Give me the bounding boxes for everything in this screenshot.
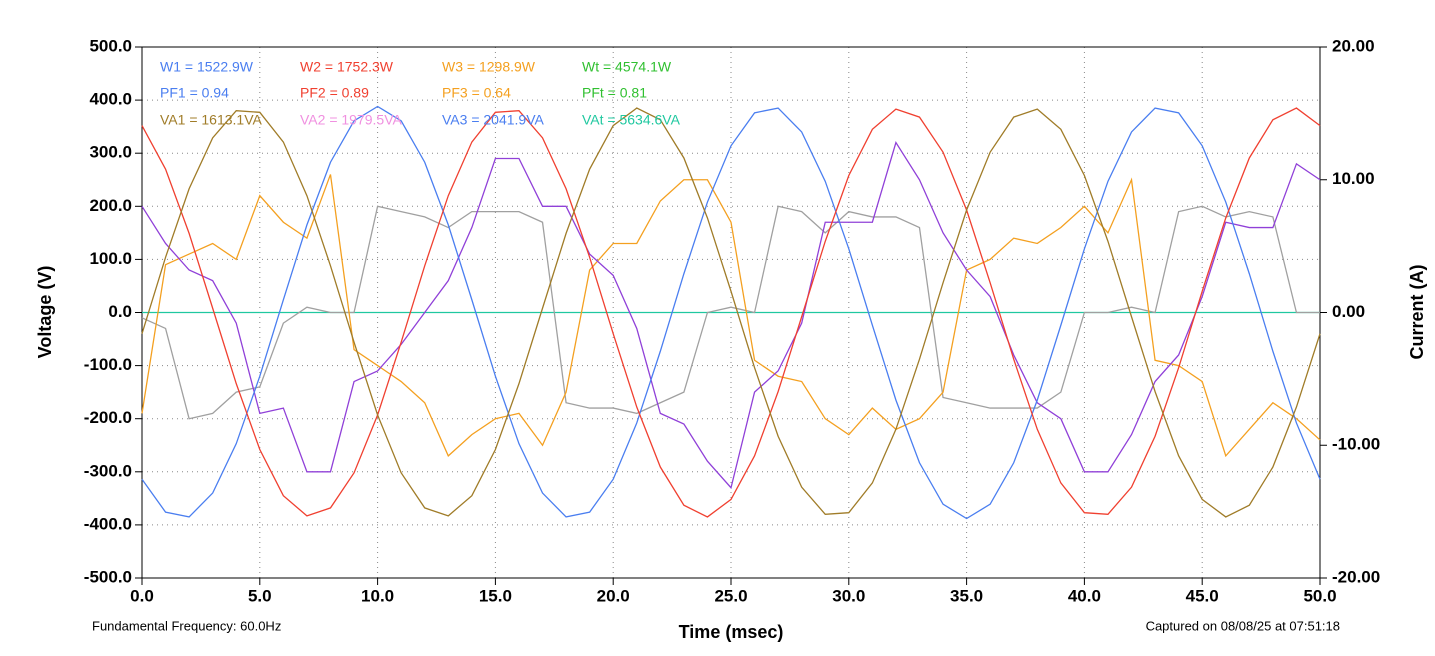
annotation: PF3 = 0.64 <box>442 85 511 101</box>
series-line <box>141 107 1321 518</box>
x-tick-label: 40.0 <box>1068 586 1101 605</box>
series-line <box>141 107 1321 518</box>
y-tick-label: 500.0 <box>89 36 132 55</box>
x-tick-label: 5.0 <box>248 586 272 605</box>
x-tick-label: 0.0 <box>130 586 154 605</box>
y2-axis-title: Current (A) <box>1407 265 1427 360</box>
x-tick-label: 50.0 <box>1303 586 1336 605</box>
footer-left: Fundamental Frequency: 60.0Hz <box>92 618 281 633</box>
series-line <box>141 174 1321 458</box>
y-tick-label: 0.0 <box>108 302 132 321</box>
annotation: VA3 = 2041.9VA <box>442 112 544 128</box>
x-tick-label: 15.0 <box>479 586 512 605</box>
annotation: VA1 = 1613.1VA <box>160 112 262 128</box>
y-tick-label: 200.0 <box>89 196 132 215</box>
annotation: PFt = 0.81 <box>582 85 647 101</box>
y-tick-label: -200.0 <box>84 408 132 427</box>
y-tick-label: -100.0 <box>84 355 132 374</box>
x-tick-label: 10.0 <box>361 586 394 605</box>
x-tick-label: 20.0 <box>597 586 630 605</box>
x-tick-label: 35.0 <box>950 586 983 605</box>
y2-tick-label: 0.00 <box>1332 302 1365 321</box>
y-tick-label: 300.0 <box>89 143 132 162</box>
y2-tick-label: -10.00 <box>1332 435 1380 454</box>
x-tick-label: 25.0 <box>714 586 747 605</box>
annotation: VAt = 5634.6VA <box>582 112 681 128</box>
annotation: Wt = 4574.1W <box>582 59 672 75</box>
y-axis-title: Voltage (V) <box>35 266 55 359</box>
y2-tick-label: -20.00 <box>1332 567 1380 586</box>
x-axis-title: Time (msec) <box>679 622 784 642</box>
x-tick-label: 30.0 <box>832 586 865 605</box>
y-tick-label: -300.0 <box>84 461 132 480</box>
series-line <box>141 141 1321 490</box>
y-tick-label: 400.0 <box>89 90 132 109</box>
annotation: PF2 = 0.89 <box>300 85 369 101</box>
y-tick-label: -400.0 <box>84 514 132 533</box>
annotation: W3 = 1298.9W <box>442 59 536 75</box>
x-tick-label: 45.0 <box>1186 586 1219 605</box>
series-line <box>141 205 1320 420</box>
y-tick-label: 100.0 <box>89 249 132 268</box>
footer-right: Captured on 08/08/25 at 07:51:18 <box>1146 618 1340 633</box>
y-tick-label: -500.0 <box>84 567 132 586</box>
annotation: PF1 = 0.94 <box>160 85 229 101</box>
annotation: W2 = 1752.3W <box>300 59 394 75</box>
y2-tick-label: 20.00 <box>1332 36 1375 55</box>
annotation: W1 = 1522.9W <box>160 59 254 75</box>
series-line <box>141 105 1321 520</box>
y2-tick-label: 10.00 <box>1332 169 1375 188</box>
annotation: VA2 = 1979.5VA <box>300 112 402 128</box>
